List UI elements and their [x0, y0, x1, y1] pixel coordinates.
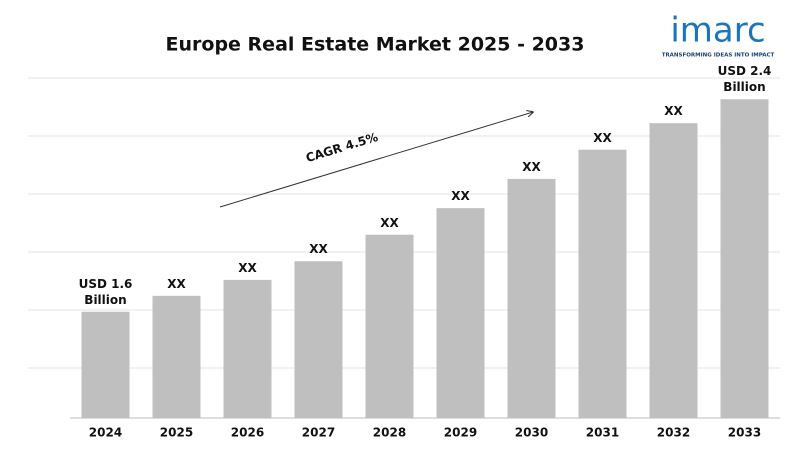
x-tick-label: 2033 — [728, 426, 761, 440]
bar — [81, 311, 130, 418]
x-tick-label: 2026 — [231, 426, 264, 440]
bar — [507, 178, 556, 418]
bar — [578, 149, 627, 418]
x-tick-label: 2029 — [444, 426, 477, 440]
value-label: XX — [167, 276, 186, 291]
x-tick-label: 2032 — [657, 426, 690, 440]
bar — [294, 261, 343, 418]
bar — [649, 123, 698, 418]
value-label: XX — [451, 189, 470, 204]
chart-title: Europe Real Estate Market 2025 - 2033 — [166, 34, 585, 56]
cagr-arrow — [219, 112, 533, 208]
bar — [152, 295, 201, 418]
x-tick-label: 2031 — [586, 426, 619, 440]
value-label: XX — [522, 159, 541, 174]
bar — [223, 279, 272, 418]
x-tick-label: 2027 — [302, 426, 335, 440]
value-label: USD 1.6 Billion — [78, 276, 133, 307]
x-tick-label: 2024 — [89, 426, 122, 440]
bar — [720, 99, 769, 418]
bar — [436, 208, 485, 418]
logo-name: imarc — [670, 11, 765, 51]
value-label: XX — [664, 104, 683, 119]
value-label: XX — [380, 215, 399, 230]
bar — [365, 234, 414, 418]
value-label: XX — [593, 130, 612, 145]
x-tick-label: 2028 — [373, 426, 406, 440]
value-label: XX — [309, 242, 328, 257]
value-label: XX — [238, 260, 257, 275]
value-label: USD 2.4 Billion — [717, 64, 772, 95]
logo-tagline: TRANSFORMING IDEAS INTO IMPACT — [662, 53, 775, 59]
x-tick-label: 2030 — [515, 426, 548, 440]
x-tick-label: 2025 — [160, 426, 193, 440]
annotation: CAGR 4.5% — [304, 130, 379, 165]
